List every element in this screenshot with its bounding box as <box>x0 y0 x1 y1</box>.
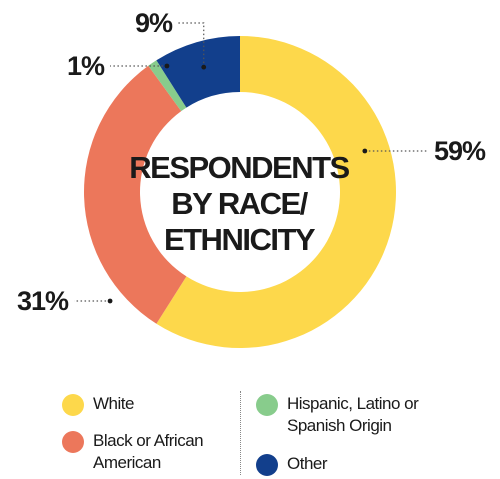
legend-item-hispanic-latino: Hispanic, Latino or Spanish Origin <box>256 393 419 437</box>
legend-label-line: Spanish Origin <box>287 416 392 435</box>
chart-title-line-2: BY RACE/ <box>171 186 308 221</box>
legend-divider <box>240 391 241 475</box>
value-label-white: 59% <box>434 136 486 166</box>
slice-black-or-african-american <box>83 65 187 324</box>
yellow-circle-icon <box>62 394 84 416</box>
legend-label-line: Hispanic, Latino or <box>287 394 419 413</box>
value-label-other: 9% <box>135 8 173 38</box>
leader-dot-hispanic-latino <box>164 63 170 69</box>
slice-other <box>156 36 240 108</box>
value-label-black-or-african-american: 31% <box>17 286 69 316</box>
leader-dot-other <box>201 64 207 70</box>
legend-item-white: White <box>62 393 134 416</box>
value-labels: 59% 31% 1% 9% <box>17 8 487 316</box>
legend-label-line: American <box>93 453 161 472</box>
leader-dot-white <box>362 148 368 154</box>
value-label-hispanic-latino: 1% <box>67 51 105 81</box>
chart-title-line-1: RESPONDENTS <box>129 150 349 185</box>
leader-lines <box>74 22 428 304</box>
leader-line-other <box>178 22 205 68</box>
donut-slices <box>83 36 397 348</box>
chart-title-line-3: ETHNICITY <box>164 222 316 257</box>
legend-item-black-or-african-american: Black or African American <box>62 430 204 474</box>
legend-label-line: Black or African <box>93 431 204 450</box>
slice-white <box>156 36 397 348</box>
navy-circle-icon <box>256 454 278 476</box>
legend-label-other: Other <box>287 454 328 473</box>
legend-label-black-or-african-american: Black or African American <box>93 430 204 474</box>
green-circle-icon <box>256 394 278 416</box>
legend-item-other: Other <box>256 453 328 476</box>
orange-circle-icon <box>62 431 84 453</box>
legend-label-hispanic-latino: Hispanic, Latino or Spanish Origin <box>287 393 419 437</box>
legend: White Black or African American Hispanic… <box>0 385 500 479</box>
legend-label-white: White <box>93 394 134 413</box>
leader-dot-black-or-african-american <box>107 298 113 304</box>
slice-hispanic-latino <box>148 60 187 112</box>
